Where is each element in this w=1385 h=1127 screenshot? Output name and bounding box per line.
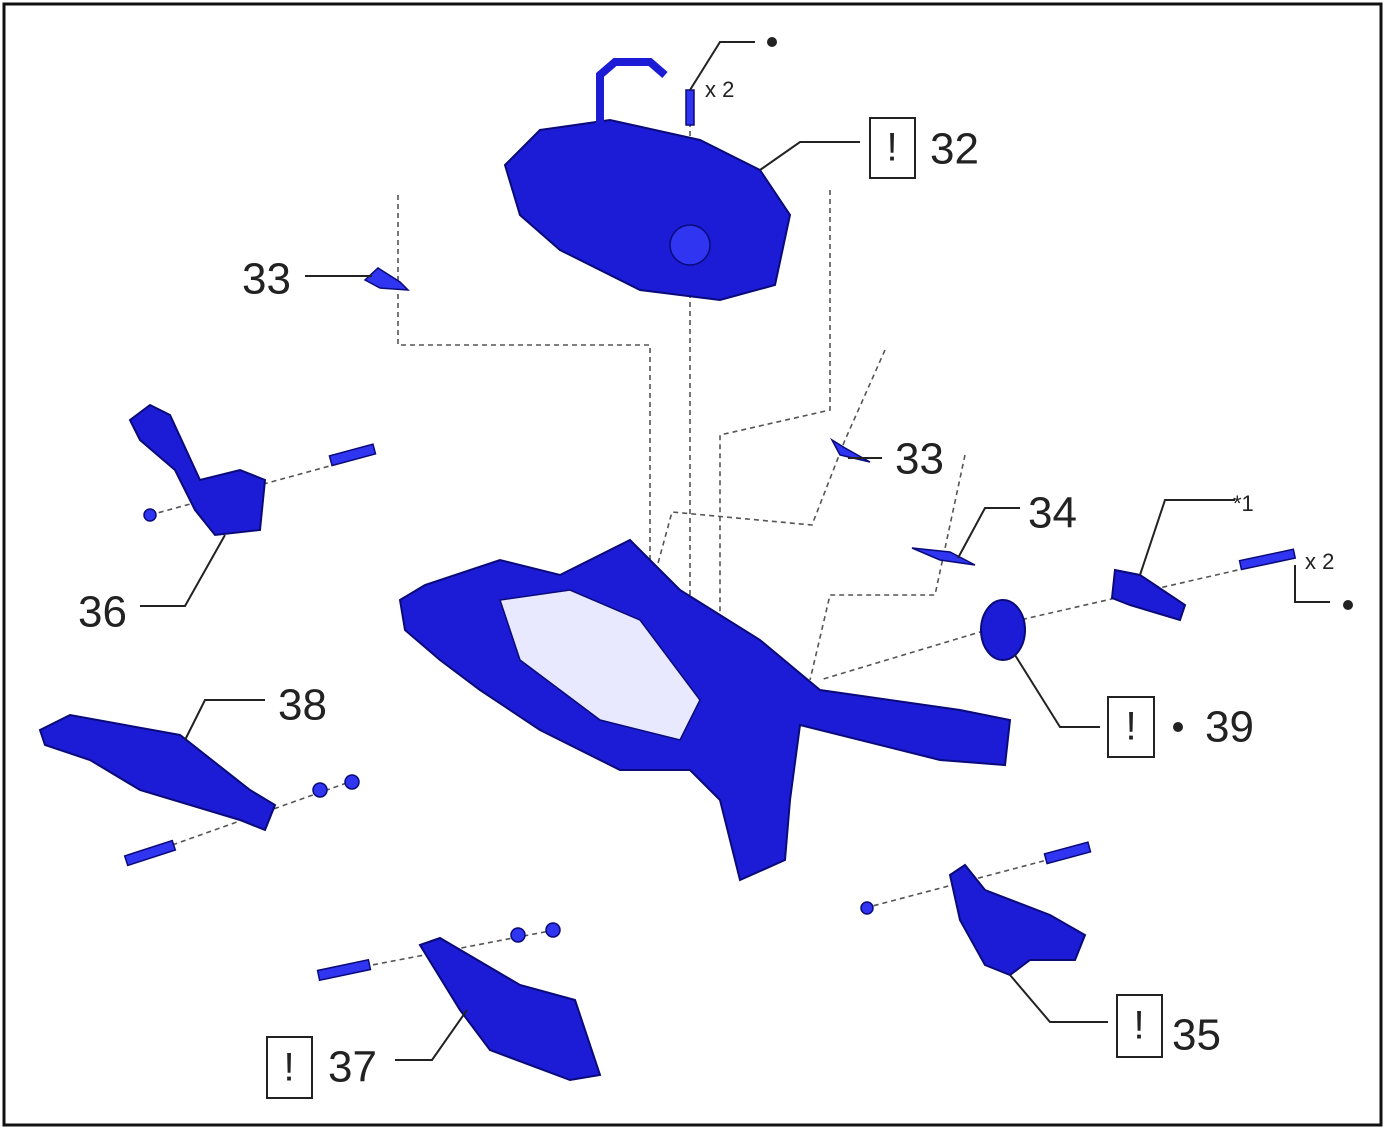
leader-line [1014,654,1100,728]
bracket-33 [363,267,410,291]
leader-line [395,1009,468,1061]
washer [312,782,328,798]
leader-line [1009,974,1108,1023]
bolt [123,839,177,867]
nut [143,508,157,522]
leader-line [1139,499,1235,576]
callout-label: 34 [1028,489,1077,538]
dash-line [809,454,966,681]
bolt [1238,548,1297,571]
arm-35 [948,863,1087,977]
quantity-label: x 2 [1305,549,1334,574]
leader-line [184,699,265,741]
flag-mark: ! [886,126,897,170]
callout-label: 33 [895,435,944,484]
bushing-39 [980,599,1026,661]
dash-line [647,349,886,601]
bullet [1173,722,1183,732]
flag-box [1107,696,1155,758]
arm-36 [128,403,267,537]
leader-line [140,534,226,607]
leaders [140,37,1353,1061]
dash-line [819,557,1291,681]
leader-line [759,141,860,171]
bolt [316,958,372,982]
nut [860,901,874,915]
callout-label: 39 [1205,703,1254,752]
bolt [328,443,377,467]
callout-label: 33 [242,255,291,304]
flag-box [266,1036,313,1099]
quantity-label: x 2 [705,77,734,102]
bracket-33 [830,437,871,463]
bullet [767,37,777,47]
bullet [1343,600,1353,610]
arm-37 [418,936,602,1082]
nut [545,922,561,938]
flag-box [869,117,916,179]
motor-mount [669,224,711,266]
leader-line [689,41,755,91]
flag-mark: ! [1125,705,1136,749]
note-label: *1 [1233,491,1254,516]
bracket-34 [911,547,976,566]
nut [344,774,360,790]
bolt [685,89,695,126]
arm-38 [38,713,277,832]
callout-label: 36 [78,588,127,637]
washer [510,927,526,943]
flag-mark: ! [1133,1004,1144,1048]
motor-pipe [596,58,668,140]
leader-line [1294,565,1330,603]
leader-line [957,507,1020,559]
bolt [1043,841,1092,865]
callout-label: 32 [930,125,979,174]
flag-box [1116,994,1163,1058]
flag-mark: ! [283,1046,294,1090]
parts [38,58,1297,1082]
callout-label: 38 [278,681,327,730]
subframe-opening [499,589,701,741]
callout-label: 37 [328,1043,377,1092]
dash-line [397,195,651,600]
callout-label: 35 [1172,1011,1221,1060]
